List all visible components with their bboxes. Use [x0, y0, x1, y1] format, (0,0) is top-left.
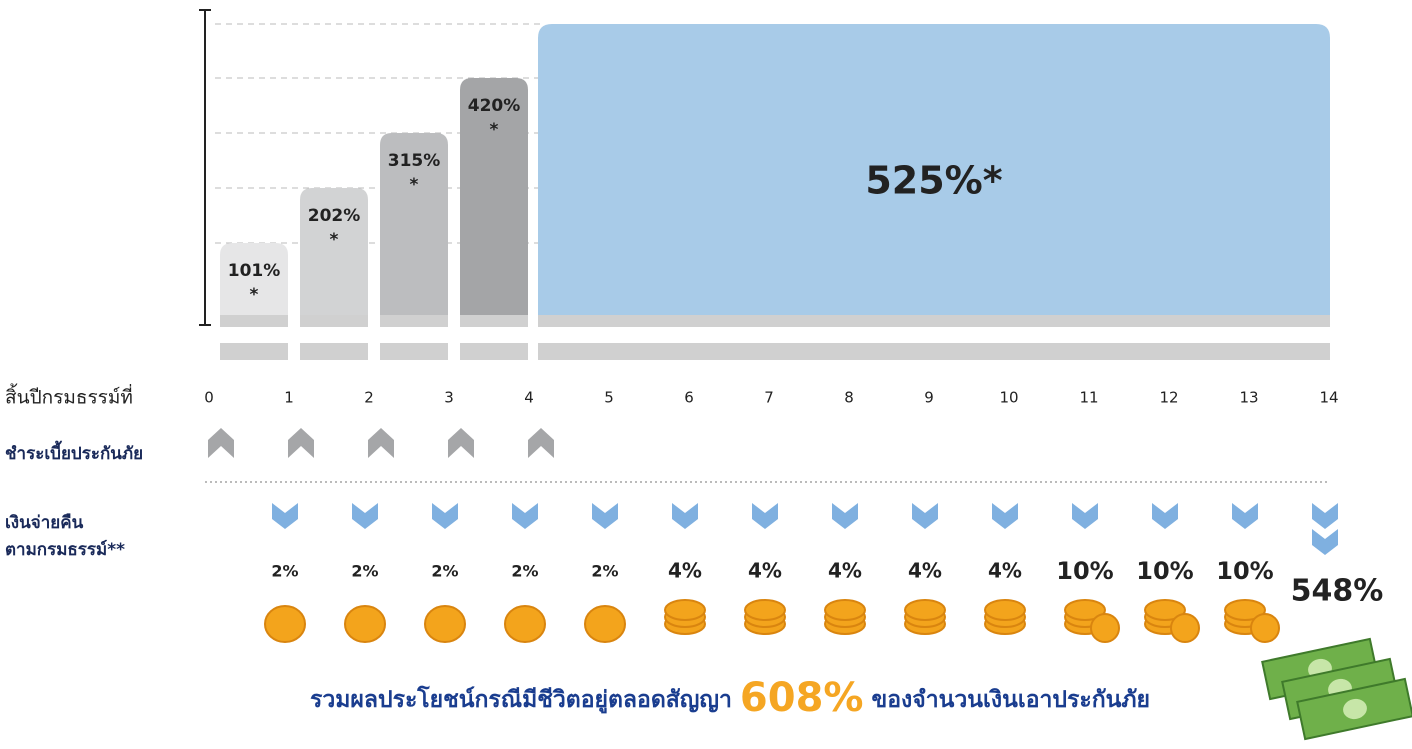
- coin: [425, 606, 465, 642]
- bar-base: [220, 315, 288, 327]
- premium-label: ชำระเบี้ยประกันภัย: [5, 440, 143, 464]
- payout-icon: [672, 503, 698, 529]
- payout-value: 4%: [908, 559, 942, 583]
- bar-label: 420%: [468, 96, 521, 116]
- payout-icon: [432, 503, 458, 529]
- year: 1: [284, 389, 294, 407]
- payout-value: 548%: [1291, 574, 1384, 609]
- payout-value: 4%: [668, 559, 702, 583]
- total-suffix: ของจำนวนเงินเอาประกันภัย: [872, 687, 1151, 713]
- premium-icon: [208, 428, 234, 458]
- bar-note: *: [250, 285, 259, 305]
- payout-value: 2%: [511, 562, 538, 581]
- coin: [1091, 614, 1119, 642]
- payout-value: 2%: [271, 562, 298, 581]
- coin: [825, 600, 865, 620]
- bar-note: *: [490, 120, 499, 140]
- bar-base: [538, 315, 1330, 327]
- payout-icon: [272, 503, 298, 529]
- year: 3: [444, 389, 454, 407]
- payout-icon: [352, 503, 378, 529]
- premium-icon: [288, 428, 314, 458]
- payout-value: 4%: [988, 559, 1022, 583]
- year: 14: [1319, 389, 1338, 407]
- bar-label: 101%: [228, 261, 281, 281]
- total-value: 608%: [740, 675, 864, 721]
- payout-value: 2%: [591, 562, 618, 581]
- year: 12: [1159, 389, 1178, 407]
- premium-icon: [528, 428, 554, 458]
- coin: [905, 600, 945, 620]
- bar-strip: [380, 343, 448, 360]
- payout-icon: [832, 503, 858, 529]
- year: 4: [524, 389, 534, 407]
- coin: [1251, 614, 1279, 642]
- coin: [505, 606, 545, 642]
- coin: [1171, 614, 1199, 642]
- bar-label: 315%: [388, 151, 441, 171]
- payout-icon: [512, 503, 538, 529]
- years-label: สิ้นปีกรมธรรม์ที่: [5, 384, 133, 409]
- coin: [345, 606, 385, 642]
- payout-value: 2%: [431, 562, 458, 581]
- bar-base: [460, 315, 528, 327]
- bar-strip: [220, 343, 288, 360]
- payout-icon: [1312, 503, 1338, 529]
- premium-icon: [448, 428, 474, 458]
- total: รวมผลประโยชน์กรณีมีชีวิตอยู่ตลอดสัญญา 608…: [310, 675, 1150, 721]
- payout-icon: [1232, 503, 1258, 529]
- year: 2: [364, 389, 374, 407]
- payout-icon: [992, 503, 1018, 529]
- coin: [265, 606, 305, 642]
- bar-note: *: [330, 230, 339, 250]
- payout-label: ตามกรมธรรม์**: [5, 539, 125, 560]
- payout-value: 10%: [1136, 557, 1193, 585]
- bar-strip: [538, 343, 1330, 360]
- year: 9: [924, 389, 934, 407]
- coin: [745, 600, 785, 620]
- bar-label: 202%: [308, 206, 361, 226]
- payout-value: 4%: [828, 559, 862, 583]
- infographic: 101%*202%*315%*420%*525%*สิ้นปีกรมธรรม์ท…: [0, 0, 1412, 749]
- payout-value: 10%: [1216, 557, 1273, 585]
- bar-label: 525%*: [865, 159, 1002, 203]
- year: 6: [684, 389, 694, 407]
- coin: [585, 606, 625, 642]
- total-prefix: รวมผลประโยชน์กรณีมีชีวิตอยู่ตลอดสัญญา: [310, 685, 732, 714]
- premium-icon: [368, 428, 394, 458]
- coin: [985, 600, 1025, 620]
- year: 13: [1239, 389, 1258, 407]
- payout-icon: [912, 503, 938, 529]
- bar-base: [300, 315, 368, 327]
- bar-strip: [460, 343, 528, 360]
- payout-icon: [592, 503, 618, 529]
- year: 0: [204, 389, 214, 407]
- payout-value: 10%: [1056, 557, 1113, 585]
- year: 7: [764, 389, 774, 407]
- payout-icon: [1312, 529, 1338, 555]
- payout-value: 4%: [748, 559, 782, 583]
- payout-label: เงินจ่ายคืน: [5, 512, 84, 533]
- bar-base: [380, 315, 448, 327]
- bar-note: *: [410, 175, 419, 195]
- year: 10: [999, 389, 1018, 407]
- year: 11: [1079, 389, 1098, 407]
- coin: [665, 600, 705, 620]
- year: 8: [844, 389, 854, 407]
- payout-icon: [1072, 503, 1098, 529]
- payout-value: 2%: [351, 562, 378, 581]
- year: 5: [604, 389, 614, 407]
- bar-strip: [300, 343, 368, 360]
- payout-icon: [752, 503, 778, 529]
- payout-icon: [1152, 503, 1178, 529]
